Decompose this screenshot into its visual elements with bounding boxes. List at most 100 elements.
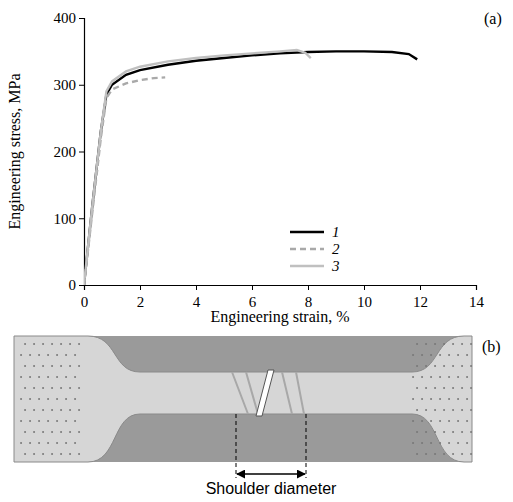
grip-dot xyxy=(461,343,463,345)
grip-dot xyxy=(69,453,71,455)
grip-dot xyxy=(78,453,80,455)
series-line xyxy=(84,50,311,285)
grip-dot xyxy=(448,398,450,400)
grip-dot xyxy=(421,420,423,422)
y-tick-label: 0 xyxy=(69,277,77,293)
x-tick: 0 xyxy=(81,285,89,310)
grip-dot xyxy=(56,442,58,444)
y-tick-label: 200 xyxy=(54,144,77,160)
grip-dot xyxy=(443,343,445,345)
x-tick: 14 xyxy=(469,285,485,310)
grip-dot xyxy=(461,387,463,389)
legend-label: 1 xyxy=(332,224,340,240)
grip-dot xyxy=(457,442,459,444)
grip-dot xyxy=(448,442,450,444)
grip-dot xyxy=(416,387,418,389)
grip-dot xyxy=(412,420,414,422)
grip-dot xyxy=(78,431,80,433)
grip-dot xyxy=(439,376,441,378)
y-tick-label: 400 xyxy=(54,10,77,26)
y-tick-mark xyxy=(79,218,84,219)
grip-dot xyxy=(421,398,423,400)
grip-dot xyxy=(466,398,468,400)
x-tick-label: 2 xyxy=(137,294,145,310)
grip-dot xyxy=(461,409,463,411)
figure: 024681012140100200300400Engineering stra… xyxy=(0,0,513,502)
grip-dot xyxy=(24,387,26,389)
grip-dot xyxy=(470,343,472,345)
grip-dot xyxy=(466,354,468,356)
grip-dot xyxy=(461,431,463,433)
y-tick: 100 xyxy=(54,211,85,227)
x-axis: 02468101214 xyxy=(81,285,485,310)
grip-dot xyxy=(443,365,445,367)
grip-dot xyxy=(434,431,436,433)
legend-swatch xyxy=(290,248,324,250)
grip-dot xyxy=(443,409,445,411)
grip-dot xyxy=(42,365,44,367)
y-axis-line xyxy=(79,19,85,286)
grip-dot xyxy=(65,376,67,378)
grip-dot xyxy=(56,354,58,356)
grip-dot xyxy=(470,365,472,367)
x-tick-label: 14 xyxy=(469,294,485,310)
grip-dot xyxy=(421,376,423,378)
x-tick-mark xyxy=(420,285,421,290)
x-tick-label: 10 xyxy=(357,294,372,310)
grip-dot xyxy=(452,387,454,389)
grip-dot xyxy=(416,365,418,367)
grip-dot xyxy=(443,431,445,433)
dim-arrow xyxy=(237,473,305,475)
grip-dot xyxy=(439,442,441,444)
y-tick-mark xyxy=(79,152,84,153)
dim-line xyxy=(236,414,237,478)
grip-dot xyxy=(461,453,463,455)
grip-dot xyxy=(430,398,432,400)
grip-dot xyxy=(47,442,49,444)
grip-dot xyxy=(60,343,62,345)
x-tick-mark xyxy=(140,285,141,290)
grip-dot xyxy=(47,376,49,378)
grip-dot xyxy=(425,387,427,389)
grip-dot xyxy=(33,343,35,345)
grip-dot xyxy=(60,409,62,411)
grip-dot xyxy=(42,431,44,433)
grip-dot xyxy=(74,398,76,400)
grip-dot xyxy=(33,453,35,455)
grip-dot xyxy=(42,343,44,345)
grip-dot xyxy=(416,453,418,455)
y-tick: 200 xyxy=(54,144,85,160)
grip-dot xyxy=(51,365,53,367)
plot-lines xyxy=(84,50,417,285)
x-tick: 2 xyxy=(137,285,145,310)
grip-dot xyxy=(74,376,76,378)
grip-dot xyxy=(69,431,71,433)
grip-dot xyxy=(65,398,67,400)
y-axis-title: Engineering stress, MPa xyxy=(6,74,24,230)
grip-dot xyxy=(29,442,31,444)
grip-dot xyxy=(430,354,432,356)
y-tick-mark xyxy=(79,85,84,86)
grip-dot xyxy=(65,442,67,444)
grip-dot xyxy=(56,398,58,400)
grip-dot xyxy=(425,365,427,367)
x-tick: 8 xyxy=(305,285,313,310)
grip-dot xyxy=(416,431,418,433)
grip-dot xyxy=(51,409,53,411)
specimen-photo xyxy=(14,336,472,478)
y-tick-mark xyxy=(79,18,84,19)
grip-dot xyxy=(457,398,459,400)
grip-dot xyxy=(430,442,432,444)
grip-dot xyxy=(29,420,31,422)
x-tick-label: 0 xyxy=(81,294,89,310)
grip-dot xyxy=(33,431,35,433)
grip-dot xyxy=(60,453,62,455)
grip-dot xyxy=(425,343,427,345)
grip-dot xyxy=(20,398,22,400)
grip-dot xyxy=(470,431,472,433)
grip-dot xyxy=(38,376,40,378)
x-tick-label: 12 xyxy=(413,294,428,310)
series-line xyxy=(84,51,417,285)
grip-dot xyxy=(51,431,53,433)
grip-dot xyxy=(434,387,436,389)
